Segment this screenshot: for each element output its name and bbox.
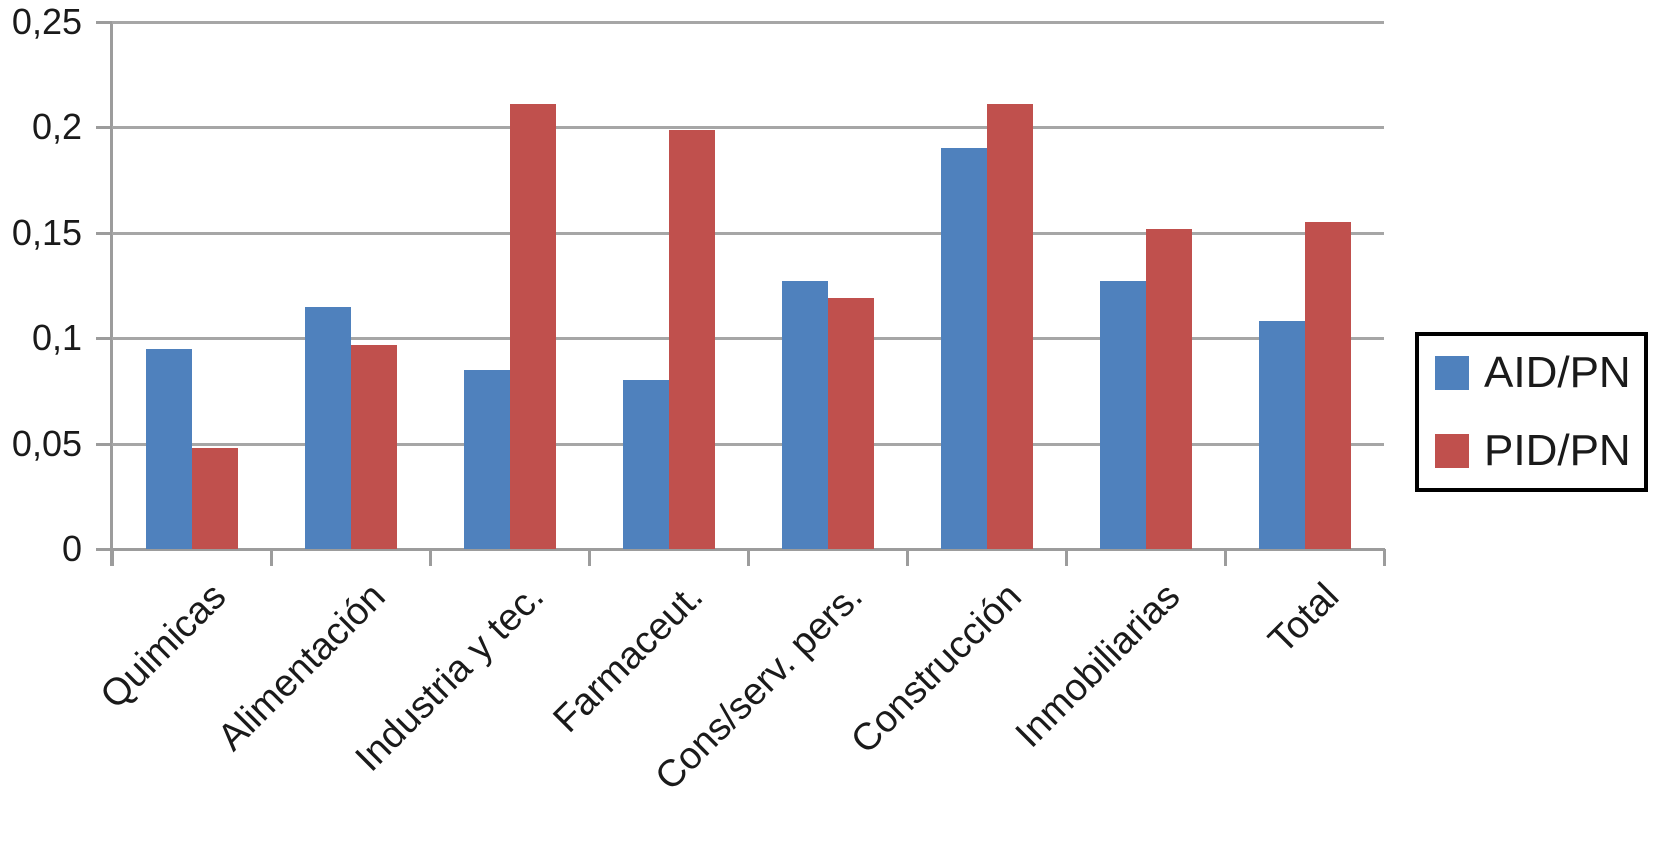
y-tick-label: 0,2 [31, 106, 82, 148]
x-category-label: Inmobiliarias [1007, 575, 1189, 756]
y-tick-label: 0,25 [11, 1, 82, 42]
x-tick-mark [428, 549, 432, 566]
gridline [112, 442, 1384, 446]
legend-label-aid-pn: AID/PN [1484, 348, 1631, 397]
y-axis-line [110, 22, 113, 566]
x-category-label: Total [1261, 575, 1348, 662]
y-tick-label: 0,15 [11, 211, 82, 253]
x-tick-mark [1382, 549, 1386, 566]
y-tick-mark [96, 337, 112, 341]
gridline [112, 337, 1384, 341]
gridline [112, 21, 1384, 24]
bar-aid-pn [304, 306, 351, 549]
bar-aid-pn [622, 380, 669, 549]
x-tick-mark [905, 549, 909, 566]
gridline [112, 231, 1384, 235]
bar-pid-pn [350, 344, 397, 549]
bar-pid-pn [509, 104, 556, 549]
gridline [112, 126, 1384, 130]
bar-pid-pn [1145, 228, 1192, 549]
x-category-label: Quimicas [92, 575, 235, 717]
bar-pid-pn [827, 298, 874, 549]
bar-aid-pn [940, 148, 987, 549]
y-tick-label: 0,1 [31, 317, 82, 359]
x-tick-mark [1064, 549, 1068, 566]
bar-pid-pn [668, 129, 715, 549]
legend-swatch-pid-pn-icon [1435, 434, 1469, 468]
y-tick-mark [96, 442, 112, 446]
bar-aid-pn [1099, 281, 1146, 549]
y-tick-mark [96, 231, 112, 235]
y-tick-mark [96, 21, 112, 24]
legend-label-pid-pn: PID/PN [1484, 426, 1631, 475]
y-tick-label: 0 [61, 528, 82, 569]
x-tick-mark [587, 549, 591, 566]
y-tick-mark [96, 126, 112, 130]
bar-pid-pn [191, 447, 238, 549]
bar-aid-pn [145, 348, 192, 549]
legend: AID/PN PID/PN [1415, 332, 1648, 492]
x-tick-mark [746, 549, 750, 566]
bar-pid-pn [1304, 222, 1351, 549]
x-category-label: Farmaceut. [545, 575, 712, 741]
bar-aid-pn [463, 369, 510, 549]
x-tick-mark [269, 549, 273, 566]
legend-swatch-aid-pn-icon [1435, 356, 1469, 390]
legend-entry-pid-pn: PID/PN [1435, 429, 1638, 473]
y-tick-label: 0,05 [11, 422, 82, 464]
legend-entry-aid-pn: AID/PN [1435, 351, 1638, 395]
x-tick-mark [110, 549, 114, 566]
bar-aid-pn [781, 281, 828, 549]
x-category-label: Construcción [842, 575, 1030, 762]
x-tick-mark [1223, 549, 1227, 566]
y-tick-mark [96, 548, 112, 551]
bar-pid-pn [986, 104, 1033, 549]
bar-aid-pn [1258, 321, 1305, 549]
